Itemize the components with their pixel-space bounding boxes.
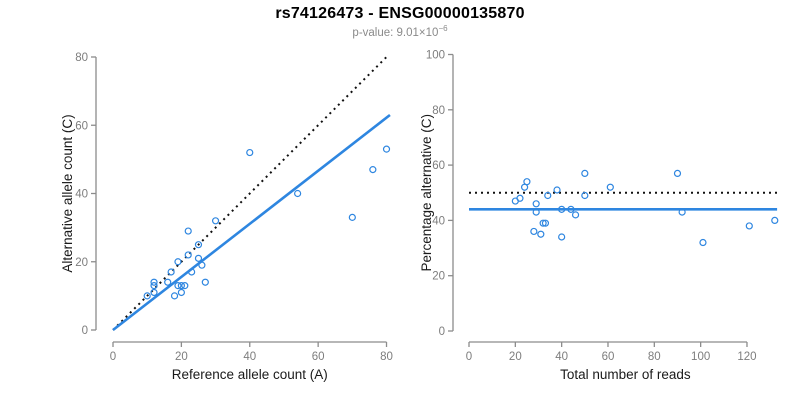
data-point (164, 278, 172, 286)
data-point (516, 194, 524, 202)
data-point (174, 258, 182, 266)
data-point (567, 205, 575, 213)
pvalue-base: 10 (425, 26, 439, 39)
x-tick-label: 0 (110, 351, 116, 363)
data-point (294, 189, 302, 198)
data-point (558, 205, 566, 213)
y-tick-label: 80 (432, 105, 445, 117)
data-point (532, 208, 540, 216)
data-point (581, 169, 589, 177)
y-tick-label: 20 (432, 271, 445, 283)
y-axis-title: Percentage alternative (C) (420, 114, 434, 272)
right-scatter-plot-percentage: 0 20 40 60 80 100 0 20 40 60 80 100 120 Total number … (420, 50, 779, 382)
data-point (571, 211, 580, 219)
data-point (369, 166, 377, 174)
data-point (673, 169, 682, 177)
y-tick-label: 20 (75, 257, 88, 269)
y-tick-label: 60 (432, 160, 445, 172)
data-point (170, 292, 179, 300)
y-tick-label: 60 (75, 120, 88, 132)
data-point (606, 183, 614, 191)
data-point (537, 230, 545, 238)
regression-line (112, 113, 391, 332)
data-point (198, 261, 206, 269)
data-point (558, 233, 566, 241)
data-point (188, 268, 196, 276)
data-point (745, 222, 753, 230)
data-point (246, 148, 254, 157)
times-sign: × (418, 26, 426, 39)
x-axis-title: Reference allele count (A) (172, 367, 328, 382)
data-point (150, 288, 158, 297)
x-tick-label: 40 (243, 351, 256, 363)
y-tick-label: 100 (426, 50, 445, 62)
y-tick-label: 40 (432, 215, 445, 227)
x-tick-label: 0 (466, 351, 472, 363)
data-point (181, 282, 189, 290)
data-point (581, 191, 589, 200)
data-point (143, 292, 151, 300)
left-scatter-plot-allele-counts: 0 20 40 60 80 0 20 40 60 80 Reference allele count… (60, 52, 393, 382)
data-point (544, 191, 552, 200)
data-point (771, 216, 779, 224)
x-tick-label: 20 (509, 351, 522, 363)
data-point (184, 227, 192, 235)
data-point (553, 186, 561, 194)
figure-title: rs74126473 - ENSG00000135870 (275, 5, 525, 22)
data-point (541, 219, 550, 227)
x-tick-label: 60 (312, 351, 325, 363)
figure-subtitle: p-value: 9.01×10−6 (0, 24, 800, 39)
data-point (530, 227, 538, 236)
x-tick-label: 40 (555, 351, 568, 363)
x-tick-label: 60 (602, 351, 615, 363)
data-point (382, 145, 391, 153)
y-tick-label: 80 (75, 52, 88, 64)
data-point (184, 251, 192, 259)
data-point (539, 219, 547, 227)
data-point (194, 241, 203, 249)
x-axis-title: Total number of reads (560, 367, 691, 382)
y-axis-title: Alternative allele count (C) (60, 114, 75, 272)
data-point (150, 282, 158, 290)
y-tick-label: 0 (439, 326, 445, 338)
data-point (177, 282, 185, 290)
data-point (678, 208, 686, 216)
data-point (201, 278, 209, 286)
data-point (177, 288, 185, 297)
data-point (167, 268, 175, 276)
x-tick-label: 80 (380, 351, 393, 363)
x-tick-label: 120 (737, 351, 756, 363)
data-point (348, 213, 356, 221)
data-point (194, 254, 203, 262)
data-point (532, 200, 540, 208)
x-tick-label: 80 (648, 351, 661, 363)
data-point (211, 217, 220, 225)
x-tick-label: 100 (691, 351, 710, 363)
data-point (150, 278, 158, 286)
y-tick-label: 40 (75, 189, 88, 201)
pvalue-mantissa: p-value: 9.01 (352, 26, 419, 39)
data-point (699, 238, 707, 247)
y-tick-label: 0 (82, 325, 88, 337)
data-point (523, 178, 531, 186)
pvalue-exponent: −6 (438, 24, 448, 33)
data-point (174, 282, 182, 290)
identity-line (112, 54, 389, 331)
x-tick-label: 20 (175, 351, 188, 363)
